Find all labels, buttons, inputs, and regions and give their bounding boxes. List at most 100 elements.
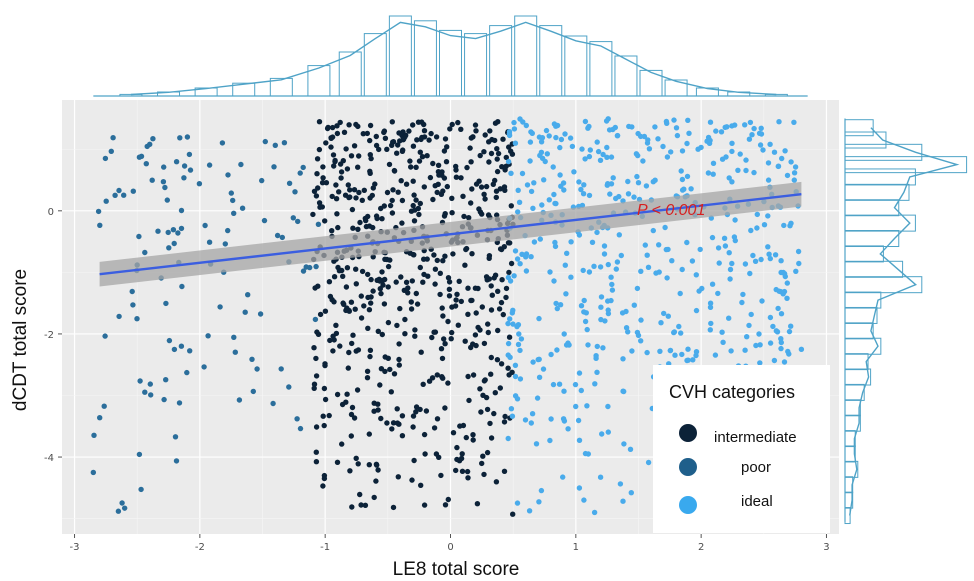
data-point-ideal [793,268,799,274]
data-point-intermediate [393,279,399,285]
data-point-intermediate [462,338,468,344]
data-point-ideal [715,245,722,251]
data-point-ideal [554,347,560,353]
data-point-intermediate [355,347,362,353]
data-point-ideal [512,140,519,146]
data-point-poor [136,451,143,458]
data-point-ideal [515,209,521,215]
data-point-ideal [621,441,627,447]
data-point-intermediate [356,153,362,159]
data-point-poor [274,232,281,239]
data-point-ideal [625,178,631,185]
data-point-ideal [732,122,738,128]
data-point-intermediate [434,372,440,378]
y-tick-label: -2 [44,330,54,341]
data-point-intermediate [424,153,430,159]
data-point-ideal [594,139,600,145]
data-point-ideal [510,321,516,327]
data-point-intermediate [424,256,430,262]
data-point-intermediate [314,156,321,162]
data-point-intermediate [494,146,500,152]
data-point-intermediate [441,213,448,219]
data-point-poor [142,249,148,256]
data-point-ideal [752,258,759,264]
data-point-intermediate [500,136,506,142]
data-point-ideal [679,176,686,183]
data-point-ideal [758,125,764,131]
data-point-intermediate [412,207,418,213]
legend-title: CVH categories [669,382,795,402]
data-point-ideal [576,370,583,376]
data-point-ideal [593,353,599,359]
data-point-ideal [507,316,513,322]
data-point-ideal [705,170,712,176]
data-point-intermediate [381,301,388,307]
data-point-ideal [607,191,613,197]
data-point-ideal [514,256,521,262]
data-point-poor [148,392,154,398]
data-point-ideal [543,127,550,134]
data-point-ideal [761,222,768,228]
data-point-ideal [722,243,729,249]
data-point-intermediate [482,132,488,138]
data-point-ideal [523,122,529,129]
data-point-ideal [791,170,798,176]
data-point-intermediate [373,133,379,140]
x-axis-title: LE8 total score [393,559,520,580]
data-point-intermediate [387,366,393,373]
data-point-poor [186,151,193,158]
histogram-bar-y [844,353,869,371]
data-point-intermediate [319,180,326,186]
data-point-intermediate [498,299,505,306]
data-point-ideal [772,252,779,258]
data-point-poor [112,192,118,198]
data-point-poor [312,316,319,323]
data-point-intermediate [458,175,464,181]
data-point-ideal [511,119,517,126]
histogram-bar-y [844,143,923,161]
data-point-ideal [677,290,683,297]
data-point-intermediate [468,297,474,304]
data-point-intermediate [337,119,343,126]
data-point-poor [271,164,277,170]
data-point-intermediate [479,460,485,467]
data-point-ideal [627,446,634,452]
data-point-intermediate [446,279,453,285]
data-point-intermediate [349,404,356,411]
data-point-intermediate [331,299,337,305]
data-point-ideal [729,260,735,267]
data-point-ideal [707,119,714,125]
data-point-ideal [547,437,553,444]
data-point-intermediate [430,160,436,167]
data-point-poor [239,205,246,211]
data-point-poor [147,141,153,148]
y-axis-title: dCDT total score [10,269,31,411]
data-point-ideal [729,148,735,155]
data-point-ideal [747,270,753,277]
data-point-ideal [707,304,714,310]
data-point-intermediate [497,385,503,391]
data-point-ideal [586,269,593,275]
data-point-intermediate [422,451,428,457]
data-point-poor [103,198,109,204]
data-point-intermediate [465,311,471,317]
data-point-intermediate [438,472,444,479]
data-point-intermediate [447,126,453,132]
data-point-intermediate [358,293,364,299]
data-point-ideal [598,294,605,300]
histogram-bar-y [844,507,851,525]
data-point-ideal [568,239,574,245]
data-point-intermediate [316,119,323,125]
data-point-ideal [586,192,593,199]
data-point-intermediate [365,213,371,220]
data-point-intermediate [347,187,353,193]
data-point-ideal [709,281,716,287]
data-point-ideal [742,347,748,353]
data-point-intermediate [414,137,420,143]
data-point-poor [172,434,179,440]
data-point-ideal [618,252,624,259]
data-point-ideal [567,135,574,141]
data-point-intermediate [470,432,476,438]
data-point-intermediate [480,392,486,398]
data-point-intermediate [394,150,400,156]
